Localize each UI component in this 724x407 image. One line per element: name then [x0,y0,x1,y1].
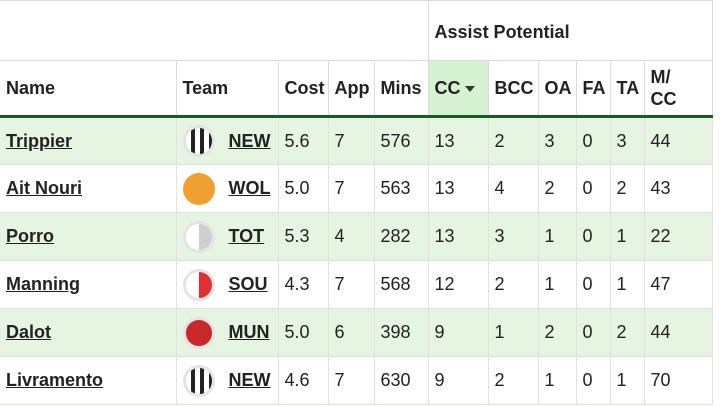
app-cell: 4 [328,212,375,261]
man-united-badge-icon [182,316,215,349]
group-header-row: Assist Potential [0,0,713,61]
ta-cell: 2 [610,164,645,213]
cc-cell: 13 [428,164,489,213]
col-header-team[interactable]: Team [176,60,279,118]
app-cell: 7 [328,260,375,309]
col-header-mcc-line1: M/ [650,67,671,87]
table-row: Manning SOU 4.3 7 568 12 2 1 0 1 47 [0,260,713,309]
cc-cell: 13 [428,212,489,261]
cost-cell: 5.6 [278,116,329,165]
ta-cell: 1 [610,260,645,309]
player-link[interactable]: Ait Nouri [6,178,82,198]
mcc-cell: 44 [644,308,713,357]
fa-cell: 0 [576,260,611,309]
bcc-cell: 4 [488,164,539,213]
assist-stats-table: Assist Potential Name Team Cost App Mins… [0,0,713,405]
cost-cell: 5.0 [278,164,329,213]
oa-cell: 3 [538,116,577,165]
oa-cell: 1 [538,356,577,405]
mcc-cell: 43 [644,164,713,213]
col-header-ta[interactable]: TA [610,60,645,118]
bcc-cell: 3 [488,212,539,261]
oa-cell: 2 [538,164,577,213]
bcc-cell: 2 [488,260,539,309]
table-row: Porro TOT 5.3 4 282 13 3 1 0 1 22 [0,212,713,261]
team-link[interactable]: NEW [228,370,271,390]
app-cell: 7 [328,164,375,213]
sort-desc-icon [464,85,475,92]
oa-cell: 1 [538,260,577,309]
cost-cell: 4.6 [278,356,329,405]
fa-cell: 0 [576,356,611,405]
fa-cell: 0 [576,164,611,213]
team-link[interactable]: SOU [228,274,268,294]
bcc-cell: 2 [488,116,539,165]
cost-cell: 4.3 [278,260,329,309]
cc-cell: 9 [428,356,489,405]
fa-cell: 0 [576,212,611,261]
player-link[interactable]: Porro [6,226,55,246]
assist-potential-group-header: Assist Potential [427,0,713,61]
team-link[interactable]: NEW [228,130,271,151]
player-link[interactable]: Trippier [6,130,73,151]
col-header-bcc[interactable]: BCC [488,60,539,118]
oa-cell: 2 [538,308,577,357]
newcastle-badge-icon [182,125,215,157]
col-header-mins[interactable]: Mins [374,60,429,118]
col-header-mcc-line2: CC [650,89,677,109]
ta-cell: 1 [610,212,645,261]
mins-cell: 568 [374,260,429,309]
col-header-cc[interactable]: CC [428,60,489,118]
table-row: Livramento NEW 4.6 7 630 9 2 1 0 1 70 [0,356,713,405]
app-cell: 6 [328,308,375,357]
bcc-cell: 2 [488,356,539,405]
cost-cell: 5.3 [278,212,329,261]
mcc-cell: 44 [644,116,713,165]
table-row: Trippier NEW 5.6 7 576 13 2 3 0 3 44 [0,116,713,165]
mins-cell: 563 [374,164,429,213]
cc-cell: 13 [428,116,489,165]
ta-cell: 2 [610,308,645,357]
tottenham-badge-icon [182,220,215,253]
table-row: Ait Nouri WOL 5.0 7 563 13 4 2 0 2 43 [0,164,713,213]
player-link[interactable]: Livramento [6,370,104,390]
wolves-badge-icon [182,172,215,205]
newcastle-badge-icon [182,364,215,397]
mcc-cell: 70 [644,356,713,405]
fa-cell: 0 [576,116,611,165]
col-header-cc-label: CC [434,77,461,98]
app-cell: 7 [328,116,375,165]
group-header-blank [0,0,429,61]
mins-cell: 398 [374,308,429,357]
team-link[interactable]: TOT [228,226,265,246]
col-header-fa[interactable]: FA [576,60,611,118]
col-header-oa[interactable]: OA [538,60,577,118]
mcc-cell: 22 [644,212,713,261]
fa-cell: 0 [576,308,611,357]
column-header-row: Name Team Cost App Mins CC BCC OA FA TA … [0,60,713,118]
col-header-mcc[interactable]: M/CC [644,60,713,118]
mins-cell: 576 [374,116,429,165]
southampton-badge-icon [182,268,215,301]
table-row: Dalot MUN 5.0 6 398 9 1 2 0 2 44 [0,308,713,357]
col-header-app[interactable]: App [328,60,375,118]
app-cell: 7 [328,356,375,405]
cc-cell: 12 [428,260,489,309]
col-header-cost[interactable]: Cost [278,60,329,118]
player-link[interactable]: Manning [6,274,80,294]
cc-cell: 9 [428,308,489,357]
player-link[interactable]: Dalot [6,322,51,342]
cost-cell: 5.0 [278,308,329,357]
bcc-cell: 1 [488,308,539,357]
ta-cell: 3 [610,116,645,165]
col-header-name[interactable]: Name [0,60,177,118]
ta-cell: 1 [610,356,645,405]
mins-cell: 630 [374,356,429,405]
team-link[interactable]: WOL [228,178,271,198]
team-link[interactable]: MUN [228,322,270,342]
mins-cell: 282 [374,212,429,261]
mcc-cell: 47 [644,260,713,309]
oa-cell: 1 [538,212,577,261]
